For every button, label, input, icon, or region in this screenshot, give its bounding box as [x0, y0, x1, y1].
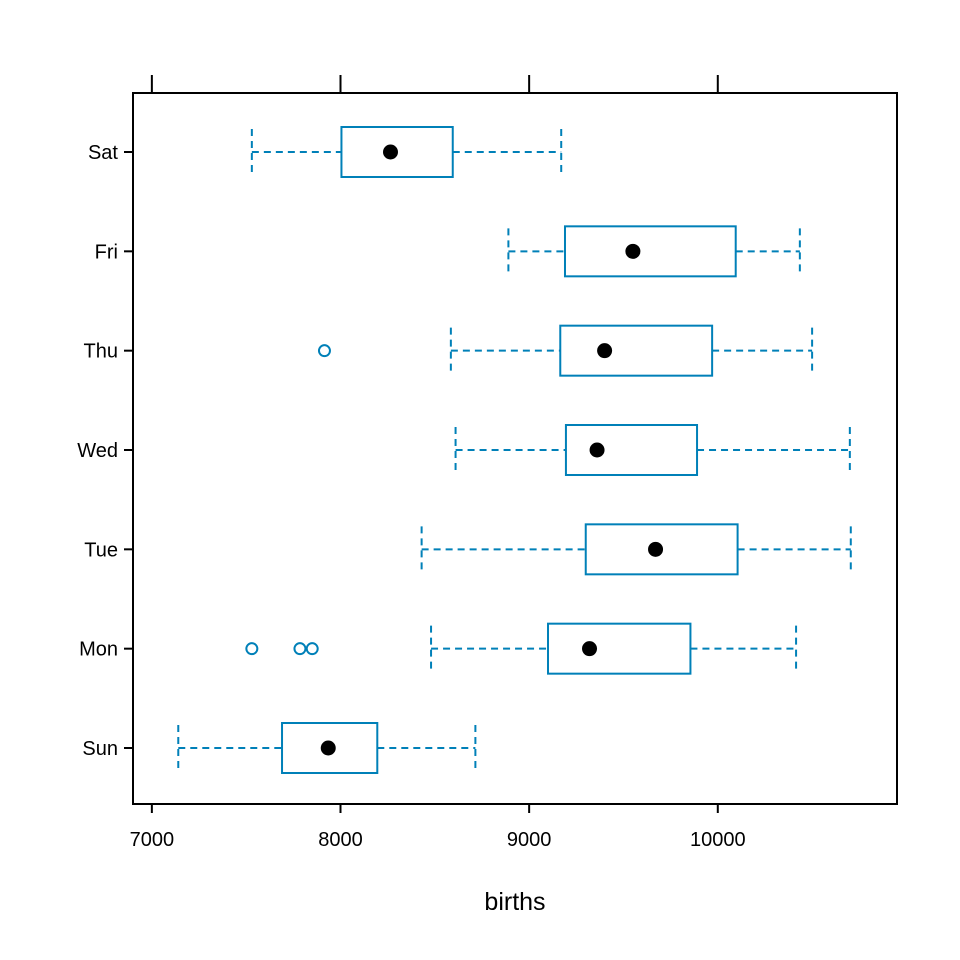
- outlier-point: [305, 642, 319, 656]
- median-dot: [589, 442, 605, 458]
- outlier-point: [293, 642, 307, 656]
- outlier-point: [317, 344, 331, 358]
- outlier-point: [245, 642, 259, 656]
- median-dot: [648, 541, 664, 557]
- box-group-thu: [317, 324, 814, 377]
- box-group-tue: [420, 523, 852, 576]
- x-tick-label: 7000: [130, 829, 175, 851]
- category-label: Sun: [82, 738, 118, 760]
- category-label: Mon: [79, 639, 118, 661]
- box-group-mon: [245, 622, 798, 675]
- x-axis-ticks: 7000 8000 9000 10000: [130, 75, 746, 851]
- category-label: Tue: [84, 539, 118, 561]
- box-iqr: [547, 622, 692, 675]
- median-dot: [320, 740, 336, 756]
- median-dot: [382, 144, 398, 160]
- box-iqr: [281, 722, 379, 774]
- boxes-layer: [177, 126, 852, 774]
- x-tick-label: 8000: [318, 829, 363, 851]
- box-group-sun: [177, 722, 477, 774]
- box-iqr: [340, 126, 454, 178]
- box-iqr: [563, 225, 737, 278]
- y-axis-categories: Sun Mon Tue Wed Thu Fri Sat: [77, 142, 133, 760]
- box-iqr: [584, 523, 739, 576]
- x-tick-label: 9000: [507, 829, 552, 851]
- category-label: Sat: [88, 142, 118, 164]
- box-group-fri: [507, 225, 801, 278]
- box-group-sat: [250, 126, 563, 178]
- box-iqr: [559, 324, 714, 377]
- x-tick-label: 10000: [690, 829, 746, 851]
- x-axis-title: births: [484, 888, 545, 916]
- median-dot: [597, 343, 613, 359]
- category-label: Fri: [95, 241, 118, 263]
- category-label: Wed: [77, 440, 118, 462]
- median-dot: [582, 641, 598, 657]
- box-iqr: [564, 424, 699, 476]
- plot-frame: [132, 92, 898, 805]
- median-dot: [625, 243, 641, 259]
- box-group-wed: [454, 424, 851, 476]
- category-label: Thu: [84, 341, 118, 363]
